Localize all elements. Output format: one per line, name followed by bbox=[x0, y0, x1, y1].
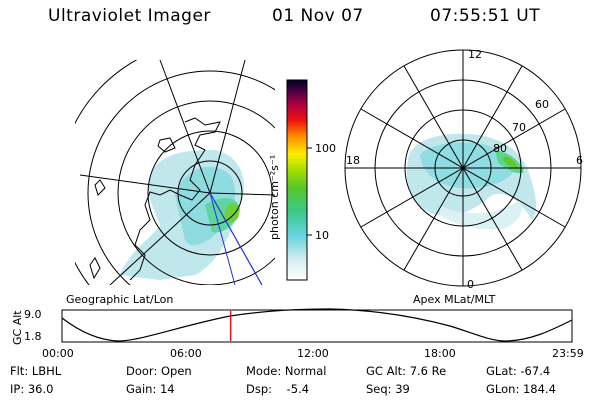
mlt-label-0: 0 bbox=[467, 278, 474, 291]
mlat-label-60: 60 bbox=[535, 98, 549, 111]
polar-caption: Apex MLat/MLT bbox=[413, 293, 496, 306]
altitude-xtick-0000: 00:00 bbox=[42, 347, 74, 360]
altitude-xtick-0600: 06:00 bbox=[170, 347, 202, 360]
geo-caption: Geographic Lat/Lon bbox=[66, 293, 173, 306]
info-ip: IP: 36.0 bbox=[10, 382, 54, 396]
info-glat: GLat: -67.4 bbox=[486, 364, 551, 378]
info-mode: Mode: Normal bbox=[246, 364, 327, 378]
info-glon: GLon: 184.4 bbox=[486, 382, 556, 396]
altitude-xtick-1200: 12:00 bbox=[297, 347, 329, 360]
altitude-curve bbox=[61, 308, 573, 342]
mlt-label-18: 18 bbox=[346, 154, 360, 167]
info-gain: Gain: 14 bbox=[126, 382, 175, 396]
mlt-label-12: 12 bbox=[468, 48, 482, 61]
mlat-label-70: 70 bbox=[512, 121, 526, 134]
colorbar-tick-10: 10 bbox=[315, 229, 329, 242]
info-door: Door: Open bbox=[126, 364, 192, 378]
altitude-ytick-min: 1.8 bbox=[24, 330, 42, 343]
time-label: 07:55:51 UT bbox=[430, 6, 541, 26]
info-seq: Seq: 39 bbox=[366, 382, 410, 396]
altitude-ytick-max: 9.0 bbox=[24, 308, 42, 321]
instrument-title: Ultraviolet Imager bbox=[48, 6, 211, 26]
info-gc-alt: GC Alt: 7.6 Re bbox=[366, 364, 447, 378]
date-label: 01 Nov 07 bbox=[272, 6, 364, 26]
altitude-ylabel: GC Alt bbox=[11, 310, 24, 345]
altitude-strip-frame bbox=[61, 309, 573, 343]
mlt-label-6: 6 bbox=[576, 154, 583, 167]
colorbar-unit-label: photon cm⁻²s⁻¹ bbox=[268, 155, 281, 240]
altitude-xtick-1800: 18:00 bbox=[424, 347, 456, 360]
info-dsp: Dsp: -5.4 bbox=[246, 382, 310, 396]
colorbar-tick-100: 100 bbox=[315, 142, 336, 155]
info-flt: Flt: LBHL bbox=[10, 364, 62, 378]
coastline bbox=[89, 117, 221, 281]
altitude-xtick-2359: 23:59 bbox=[552, 347, 584, 360]
colorbar-gradient bbox=[286, 79, 308, 281]
geo-grid bbox=[75, 60, 275, 285]
noon-meridian-line bbox=[209, 192, 263, 285]
mlat-label-80: 80 bbox=[493, 142, 507, 155]
